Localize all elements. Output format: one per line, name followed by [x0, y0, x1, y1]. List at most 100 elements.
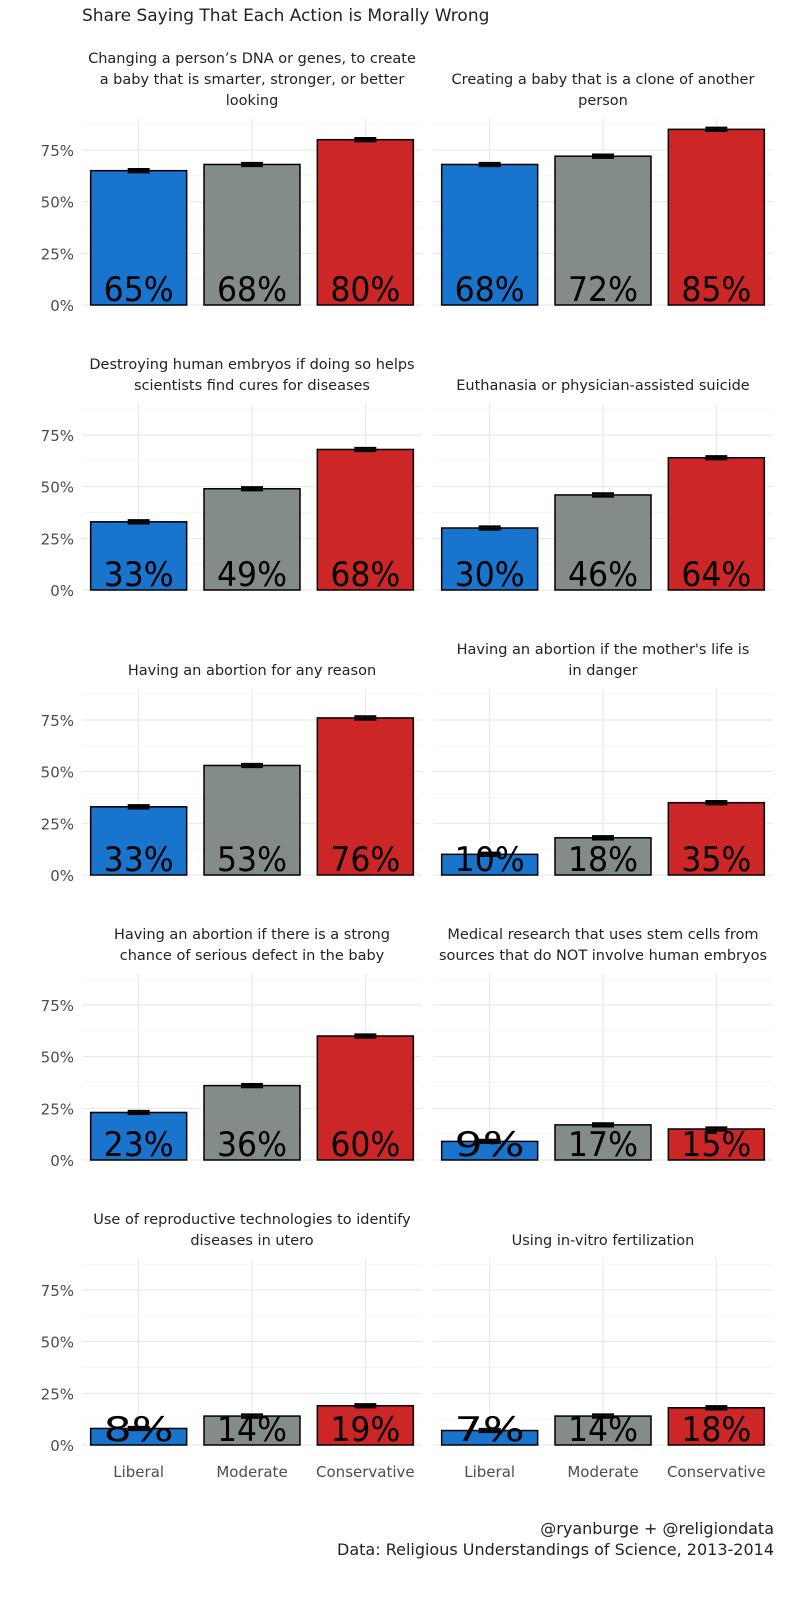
panel-3-title-line: Destroying human embryos if doing so hel… [89, 357, 414, 373]
credit-handles: @ryanburge + @religiondata [540, 1519, 774, 1538]
panel-2-bar-liberal [440, 163, 539, 306]
panel-8-value-label: 15% [681, 1125, 751, 1165]
panel-2-bar-moderate [554, 155, 652, 306]
panel-3-value-label: 33% [104, 555, 174, 595]
panel-2-bar-conservative [667, 128, 766, 306]
y-tick-label: 75% [41, 1282, 74, 1300]
panel-3-bar-liberal [89, 521, 188, 591]
panel-6-title-line: Having an abortion if the mother's life … [457, 642, 750, 658]
chart-title: Share Saying That Each Action is Morally… [82, 6, 490, 26]
panel-10-title-line: Using in-vitro fertilization [512, 1233, 695, 1249]
y-tick-label: 25% [41, 1385, 74, 1403]
panel-5-value-label: 76% [330, 840, 400, 880]
y-tick-label: 50% [41, 194, 74, 212]
panel-7-value-label: 23% [104, 1125, 174, 1165]
faceted-bar-chart: 0% 25% 50% 75% Changing a person’s DNA or ge… [41, 51, 773, 1481]
panel-2-value-label: 68% [455, 270, 525, 310]
panel-6-title-line: in danger [568, 663, 637, 679]
panel-5-bar-liberal [89, 806, 188, 876]
panel-4-bar-liberal [440, 527, 539, 591]
x-tick-label: Liberal [113, 1463, 164, 1481]
panel-9-value-label: 8% [104, 1410, 174, 1450]
panel-4-value-label: 46% [568, 555, 638, 595]
y-tick-label: 50% [41, 1334, 74, 1352]
panel-1-title-line: looking [226, 93, 279, 109]
x-tick-label: Conservative [667, 1463, 766, 1481]
panel-8-bar-conservative [667, 1128, 766, 1161]
panel-6-value-label: 10% [455, 840, 525, 880]
panel-8-title-line: sources that do NOT involve human embryo… [439, 948, 767, 964]
panel-9-title-line: Use of reproductive technologies to iden… [93, 1212, 411, 1228]
panel-2-title-line: Creating a baby that is a clone of anoth… [452, 72, 755, 88]
y-tick-label: 0% [50, 867, 74, 885]
panel-4-title-line: Euthanasia or physician-assisted suicide [456, 378, 750, 394]
panel-9-value-label: 14% [217, 1410, 287, 1450]
y-tick-label: 25% [41, 530, 74, 548]
y-tick-label: 75% [41, 712, 74, 730]
panel-1-bar-liberal [89, 169, 188, 306]
panel-6-value-label: 35% [681, 840, 751, 880]
panel-10-value-label: 7% [455, 1410, 525, 1450]
panel-1-bar-conservative [316, 138, 415, 306]
panel-3-value-label: 68% [330, 555, 400, 595]
panel-8-title-line: Medical research that uses stem cells fr… [447, 927, 758, 943]
x-tick-label: Moderate [216, 1463, 287, 1481]
y-tick-label: 0% [50, 1437, 74, 1455]
panel-4-value-label: 64% [681, 555, 751, 595]
panel-4-bar-moderate [554, 494, 652, 591]
panel-7-value-label: 36% [217, 1125, 287, 1165]
y-tick-label: 50% [41, 764, 74, 782]
credit-source: Data: Religious Understandings of Scienc… [337, 1540, 774, 1559]
panel-9-value-label: 19% [330, 1410, 400, 1450]
panel-7-bar-liberal [89, 1111, 188, 1161]
panel-7-title-line: chance of serious defect in the baby [120, 948, 385, 964]
panel-7-bar-conservative [316, 1035, 415, 1161]
panel-9-title-line: diseases in utero [190, 1233, 313, 1249]
panel-7-title-line: Having an abortion if there is a strong [114, 927, 390, 943]
panel-6-bar-conservative [667, 801, 766, 876]
y-tick-label: 25% [41, 815, 74, 833]
panel-5-value-label: 53% [217, 840, 287, 880]
panel-3-bar-conservative [316, 448, 415, 591]
panel-10-bar-moderate [554, 1415, 652, 1446]
x-tick-label: Moderate [567, 1463, 638, 1481]
panel-3-value-label: 49% [217, 555, 287, 595]
x-tick-label: Liberal [464, 1463, 515, 1481]
y-tick-label: 25% [41, 245, 74, 263]
chart-root: Share Saying That Each Action is Morally… [41, 6, 774, 1560]
panel-7-value-label: 60% [330, 1125, 400, 1165]
panel-2-value-label: 72% [568, 270, 638, 310]
panel-8-value-label: 9% [455, 1125, 525, 1165]
panel-10-bar-conservative [667, 1407, 766, 1446]
panel-1-value-label: 65% [104, 270, 174, 310]
y-tick-label: 50% [41, 479, 74, 497]
panel-1-bar-moderate [203, 163, 301, 306]
panel-9-bar-conservative [316, 1404, 415, 1446]
panel-1-title-line: Changing a person’s DNA or genes, to cre… [88, 51, 416, 67]
x-tick-label: Conservative [316, 1463, 415, 1481]
panel-4-value-label: 30% [455, 555, 525, 595]
panel-10-value-label: 14% [568, 1410, 638, 1450]
y-tick-label: 0% [50, 582, 74, 600]
panel-1-value-label: 68% [217, 270, 287, 310]
panel-1-title-line: a baby that is smarter, stronger, or bet… [100, 72, 405, 88]
panel-2-value-label: 85% [681, 270, 751, 310]
panel-7-bar-moderate [203, 1084, 301, 1161]
panel-5-value-label: 33% [104, 840, 174, 880]
panel-1-value-label: 80% [330, 270, 400, 310]
panel-8-value-label: 17% [568, 1125, 638, 1165]
panel-4-bar-conservative [667, 456, 766, 591]
panel-10-value-label: 18% [681, 1410, 751, 1450]
panel-5-title-line: Having an abortion for any reason [128, 663, 376, 679]
y-tick-label: 25% [41, 1100, 74, 1118]
panel-3-title-line: scientists find cures for diseases [134, 378, 370, 394]
y-tick-label: 75% [41, 427, 74, 445]
panel-3-bar-moderate [203, 487, 301, 591]
y-tick-label: 75% [41, 997, 74, 1015]
credits: @ryanburge + @religiondata Data: Religio… [337, 1518, 774, 1560]
y-tick-label: 0% [50, 1152, 74, 1170]
panel-2-title-line: person [578, 93, 628, 109]
panel-5-bar-moderate [203, 764, 301, 876]
panel-9-bar-moderate [203, 1415, 301, 1446]
y-tick-label: 75% [41, 142, 74, 160]
